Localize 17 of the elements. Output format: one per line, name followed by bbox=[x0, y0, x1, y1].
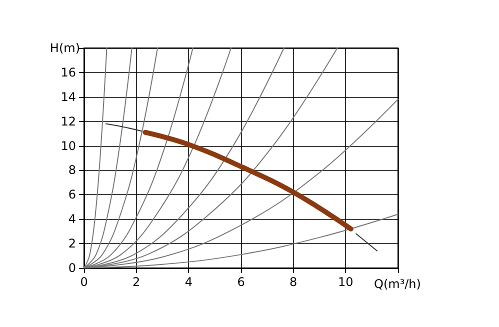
y-tick-label: 16 bbox=[60, 65, 76, 80]
x-tick-label: 0 bbox=[80, 275, 88, 289]
x-axis-title: Q(m³/h) bbox=[374, 277, 421, 291]
y-tick-label: 14 bbox=[60, 90, 76, 104]
x-tick-label: 8 bbox=[290, 275, 298, 289]
x-tick-label: 2 bbox=[132, 275, 140, 289]
x-tick-label: 10 bbox=[338, 275, 354, 289]
y-axis-title: H(m) bbox=[50, 41, 80, 55]
y-tick-label: 4 bbox=[68, 212, 76, 226]
y-tick-label: 0 bbox=[68, 261, 76, 275]
y-tick-label: 12 bbox=[60, 114, 76, 128]
x-tick-label: 4 bbox=[184, 275, 192, 289]
y-tick-label: 6 bbox=[68, 188, 76, 202]
y-tick-label: 10 bbox=[60, 138, 76, 153]
y-tick-label: 2 bbox=[68, 236, 76, 251]
x-tick-label: 6 bbox=[237, 275, 245, 289]
y-tick-label: 8 bbox=[68, 163, 76, 178]
